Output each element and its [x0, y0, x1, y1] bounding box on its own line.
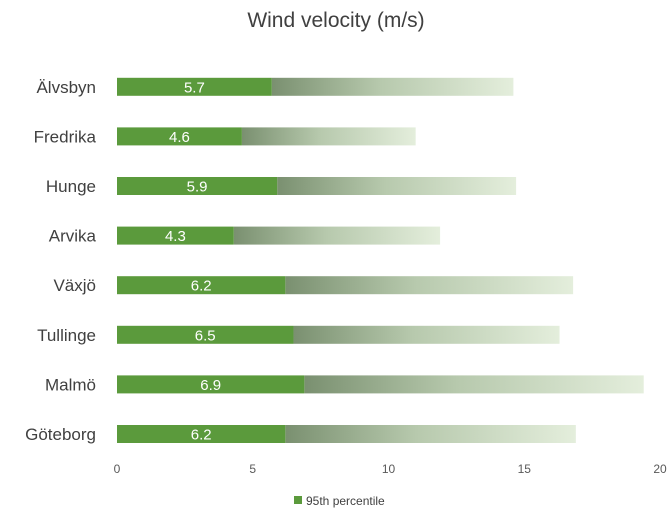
bar-max: [271, 77, 514, 96]
bar-95th-percentile: [117, 226, 234, 245]
x-tick-label: 20: [653, 462, 667, 476]
bar-max: [233, 226, 441, 245]
legend-label: 95th percentile: [306, 494, 385, 508]
bar-max: [285, 425, 576, 443]
category-label: Fredrika: [34, 127, 97, 146]
data-label: 4.6: [169, 129, 190, 146]
bar-95th-percentile: [117, 77, 272, 96]
bar-max: [304, 375, 644, 394]
category-label: Malmö: [45, 375, 96, 394]
bar-max: [293, 325, 560, 344]
category-label: Göteborg: [25, 425, 96, 444]
bar-max: [241, 127, 416, 146]
x-tick-label: 0: [114, 462, 121, 476]
category-label: Växjö: [53, 276, 96, 295]
data-label: 4.3: [165, 228, 186, 245]
category-label: Hunge: [46, 177, 96, 196]
x-tick-label: 5: [249, 462, 256, 476]
data-label: 6.9: [200, 377, 221, 394]
legend: 95th percentile: [294, 494, 385, 508]
bar-95th-percentile: [117, 425, 286, 443]
data-label: 6.2: [191, 278, 212, 295]
bar-95th-percentile: [117, 325, 294, 344]
category-label: Arvika: [49, 227, 97, 246]
data-label: 6.2: [191, 427, 212, 444]
data-label: 5.9: [187, 179, 208, 196]
data-label: 5.7: [184, 79, 205, 96]
bar-95th-percentile: [117, 276, 286, 295]
bars-group: 5.7 4.6 5.9 4.3 6.2 6.5 6.9 6.2: [117, 77, 644, 444]
x-tick-label: 15: [518, 462, 532, 476]
bar-max: [277, 177, 517, 195]
bar-max: [285, 276, 574, 295]
category-label: Älvsbyn: [36, 78, 96, 97]
legend-swatch: [294, 496, 302, 504]
category-labels: Älvsbyn Fredrika Hunge Arvika Växjö Tullinge M…: [25, 78, 96, 444]
category-label: Tullinge: [37, 326, 96, 345]
bar-95th-percentile: [117, 127, 242, 146]
bar-95th-percentile: [117, 375, 305, 394]
bar-95th-percentile: [117, 177, 278, 195]
chart-title: Wind velocity (m/s): [247, 9, 424, 32]
x-tick-label: 10: [382, 462, 396, 476]
x-axis-ticks: 0 5 10 15 20: [114, 462, 667, 476]
data-label: 6.5: [195, 327, 216, 344]
